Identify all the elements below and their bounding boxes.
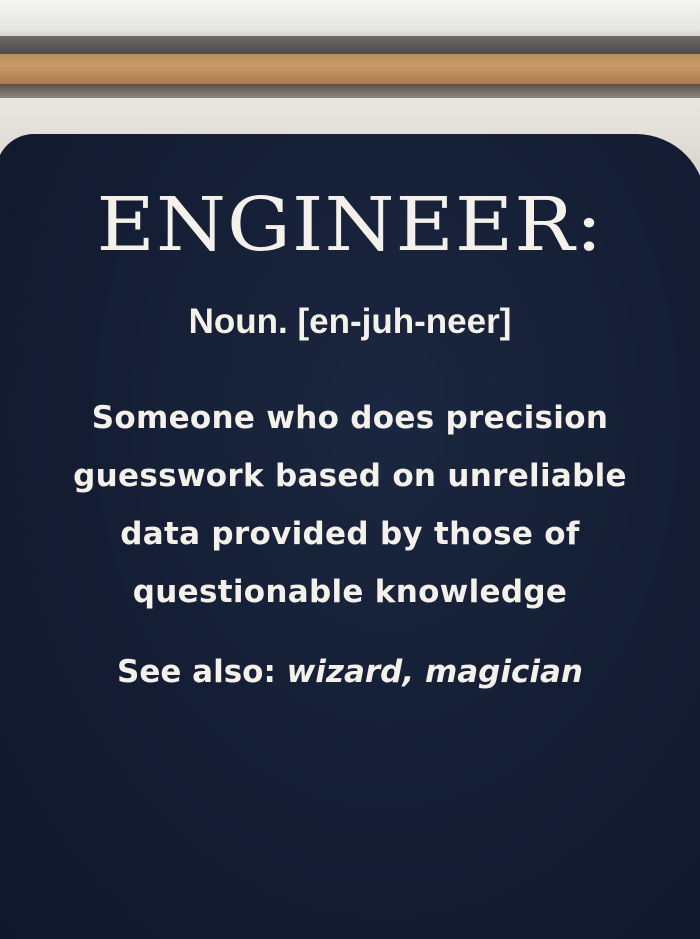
definition-line: Someone who does precision [91, 400, 609, 436]
wooden-sill [0, 54, 700, 84]
sill-shadow [0, 84, 700, 98]
window-light [0, 0, 700, 40]
definition-line: questionable knowledge [132, 574, 568, 610]
definition-line: guesswork based on unreliable [73, 458, 627, 494]
see-also-terms: wizard, magician [286, 654, 583, 690]
definition-line: data provided by those of [120, 516, 580, 552]
engineer-heading: ENGINEER: [96, 181, 604, 268]
see-also-line: See also: wizard, magician [0, 654, 700, 690]
window-frame [0, 36, 700, 56]
t-shirt [0, 134, 700, 939]
pronunciation-line: Noun. [en-juh-neer] [188, 302, 512, 341]
see-also-label: See also: [117, 654, 276, 690]
